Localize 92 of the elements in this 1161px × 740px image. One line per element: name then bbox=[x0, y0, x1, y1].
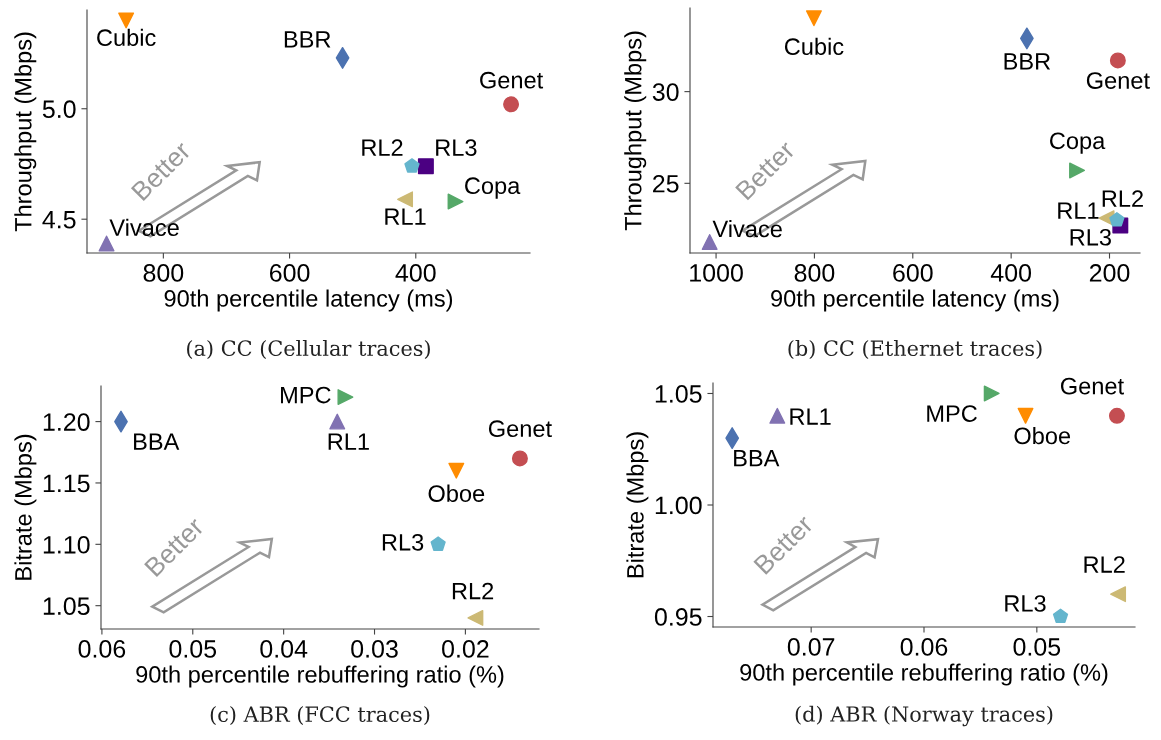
text: (a) CC (Cellular traces) bbox=[187, 339, 430, 359]
series-label: RL1 bbox=[385, 208, 426, 225]
x-axis-title: 90th percentile latency (ms) bbox=[771, 289, 1059, 312]
series-label: Genet bbox=[488, 420, 552, 438]
point bbox=[467, 609, 484, 626]
series-label: Copa bbox=[465, 177, 521, 199]
text: (d) ABR (Norway traces) bbox=[795, 705, 1053, 727]
point bbox=[447, 193, 464, 210]
series-label: BBA bbox=[134, 433, 180, 450]
y-tick-label: 25 bbox=[653, 174, 679, 193]
x-tick-label: 1000 bbox=[690, 264, 743, 282]
y-tick-label: 1.00 bbox=[655, 496, 702, 515]
series-label: Genet bbox=[1086, 72, 1150, 89]
series-label: Cubic bbox=[97, 28, 156, 47]
series-label: RL2 bbox=[1084, 556, 1125, 573]
series-label: RL1 bbox=[790, 408, 831, 425]
x-tick-label: 200 bbox=[1089, 264, 1130, 282]
point bbox=[337, 389, 354, 406]
x-axis-title: 90th percentile latency (ms) bbox=[164, 289, 453, 312]
series-label: Genet bbox=[480, 71, 544, 89]
x-tick-label: 0.04 bbox=[260, 640, 308, 658]
text: (c) ABR (FCC traces) bbox=[210, 705, 430, 725]
series-label: MPC bbox=[927, 405, 977, 422]
point bbox=[511, 450, 528, 467]
y-tick-label: 1.05 bbox=[655, 385, 702, 403]
y-tick-label: 1.10 bbox=[43, 535, 90, 554]
point bbox=[430, 536, 446, 551]
series-label: MPC bbox=[281, 386, 331, 404]
x-tick-label: 400 bbox=[990, 264, 1032, 282]
point bbox=[404, 158, 420, 173]
series-label: Oboe bbox=[1014, 426, 1071, 445]
series-label: RL1 bbox=[328, 433, 369, 450]
x-tick-label: 0.05 bbox=[1013, 638, 1061, 656]
y-axis-title: Throughput (Mbps) bbox=[624, 31, 647, 231]
series-label: Vivace bbox=[712, 219, 782, 238]
x-tick-label: 0.03 bbox=[351, 640, 398, 658]
series-label: RL3 bbox=[1070, 228, 1111, 246]
series-label: BBR bbox=[1004, 53, 1051, 70]
x-tick-label: 800 bbox=[143, 264, 184, 282]
series-label: RL2 bbox=[1102, 190, 1143, 207]
y-tick-label: 1.05 bbox=[43, 597, 90, 615]
point bbox=[1069, 162, 1086, 179]
series-label: RL3 bbox=[436, 139, 477, 156]
point bbox=[98, 235, 115, 252]
y-tick-label: 30 bbox=[652, 83, 679, 101]
y-tick-label: 4.5 bbox=[42, 211, 76, 229]
x-tick-label: 400 bbox=[395, 264, 436, 282]
x-axis-title: 90th percentile rebuffering ratio (%) bbox=[136, 665, 504, 688]
series-label: BBA bbox=[734, 450, 780, 467]
x-tick-label: 800 bbox=[794, 264, 835, 282]
series-label: RL3 bbox=[382, 533, 424, 551]
series-label: RL2 bbox=[362, 139, 403, 156]
y-tick-label: 1.15 bbox=[43, 474, 90, 493]
point bbox=[417, 158, 434, 175]
series-label: Cubic bbox=[784, 37, 844, 56]
point bbox=[329, 413, 346, 430]
series-label: RL3 bbox=[1005, 595, 1046, 612]
point bbox=[1017, 407, 1034, 424]
point bbox=[1108, 407, 1125, 424]
point bbox=[1109, 212, 1125, 227]
point bbox=[448, 462, 465, 479]
y-tick-label: 5.0 bbox=[42, 100, 76, 119]
point bbox=[769, 407, 786, 424]
text: (b) CC (Ethernet traces) bbox=[788, 339, 1042, 359]
x-tick-label: 0.05 bbox=[169, 640, 217, 658]
point bbox=[1109, 52, 1126, 69]
series-label: Copa bbox=[1050, 132, 1106, 154]
y-axis-title: Bitrate (Mbps) bbox=[626, 432, 649, 578]
point bbox=[805, 10, 822, 27]
y-tick-label: 0.95 bbox=[654, 608, 702, 626]
x-tick-label: 0.07 bbox=[787, 638, 835, 656]
x-tick-label: 0.02 bbox=[442, 640, 489, 658]
series-label: RL1 bbox=[1058, 202, 1099, 219]
point bbox=[397, 191, 414, 208]
point bbox=[983, 385, 1000, 402]
point bbox=[1052, 608, 1069, 624]
series-label: Oboe bbox=[428, 484, 485, 502]
y-axis-title: Throughput (Mbps) bbox=[14, 32, 37, 232]
x-tick-label: 600 bbox=[893, 264, 933, 282]
point bbox=[503, 96, 520, 113]
x-tick-label: 0.06 bbox=[78, 640, 126, 658]
series-label: BBR bbox=[284, 31, 331, 48]
point bbox=[1110, 586, 1127, 603]
x-axis-title: 90th percentile rebuffering ratio (%) bbox=[740, 663, 1108, 686]
point bbox=[118, 12, 135, 29]
x-tick-label: 0.06 bbox=[900, 638, 948, 656]
y-tick-label: 1.20 bbox=[43, 413, 90, 431]
series-label: RL2 bbox=[452, 582, 494, 600]
series-label: Genet bbox=[1060, 377, 1124, 395]
y-axis-title: Bitrate (Mbps) bbox=[14, 434, 37, 580]
series-label: Vivace bbox=[109, 218, 179, 237]
x-tick-label: 600 bbox=[269, 264, 310, 282]
